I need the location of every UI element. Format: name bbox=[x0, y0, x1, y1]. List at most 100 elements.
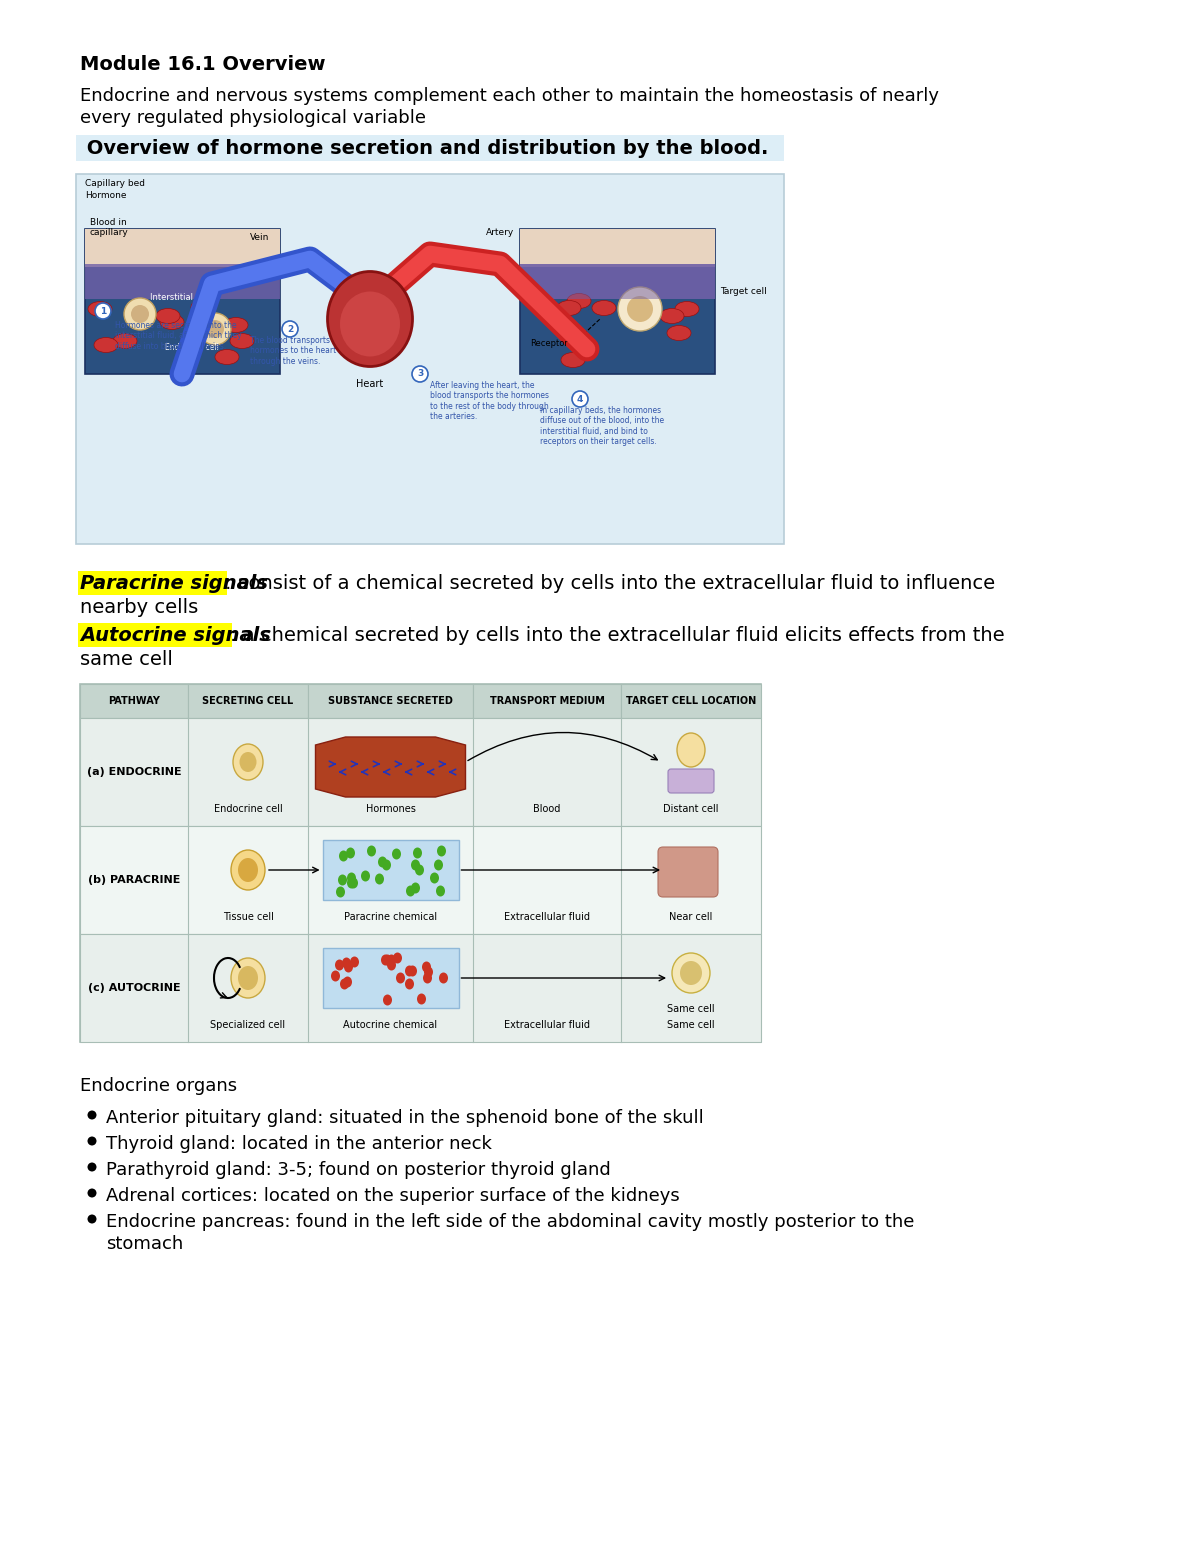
Text: Endocrine and nervous systems complement each other to maintain the homeostasis : Endocrine and nervous systems complement… bbox=[80, 87, 940, 106]
Text: Parathyroid gland: 3-5; found on posterior thyroid gland: Parathyroid gland: 3-5; found on posteri… bbox=[106, 1162, 611, 1179]
Ellipse shape bbox=[95, 303, 112, 318]
FancyBboxPatch shape bbox=[76, 174, 784, 544]
Ellipse shape bbox=[568, 294, 592, 309]
Ellipse shape bbox=[342, 958, 352, 969]
Ellipse shape bbox=[160, 315, 184, 329]
Ellipse shape bbox=[361, 871, 370, 882]
Ellipse shape bbox=[88, 1163, 96, 1171]
Ellipse shape bbox=[396, 972, 406, 983]
Text: Extracellular fluid: Extracellular fluid bbox=[504, 912, 590, 922]
FancyBboxPatch shape bbox=[520, 228, 715, 267]
Text: Target cell: Target cell bbox=[720, 287, 767, 297]
FancyBboxPatch shape bbox=[323, 947, 458, 1008]
Ellipse shape bbox=[437, 845, 446, 857]
Text: Distant cell: Distant cell bbox=[664, 804, 719, 814]
Ellipse shape bbox=[635, 295, 659, 311]
Ellipse shape bbox=[406, 978, 414, 989]
Ellipse shape bbox=[346, 848, 355, 859]
FancyBboxPatch shape bbox=[473, 683, 622, 717]
Ellipse shape bbox=[436, 885, 445, 896]
Text: Same cell: Same cell bbox=[667, 1020, 715, 1030]
Ellipse shape bbox=[394, 952, 402, 963]
Ellipse shape bbox=[350, 957, 359, 968]
Text: Endocrine cell: Endocrine cell bbox=[214, 804, 282, 814]
Text: capillary: capillary bbox=[90, 228, 128, 238]
Text: Anterior pituitary gland: situated in the sphenoid bone of the skull: Anterior pituitary gland: situated in th… bbox=[106, 1109, 703, 1127]
Text: Near cell: Near cell bbox=[670, 912, 713, 922]
Text: Paracrine chemical: Paracrine chemical bbox=[344, 912, 437, 922]
Ellipse shape bbox=[340, 978, 349, 989]
Ellipse shape bbox=[230, 958, 265, 999]
Ellipse shape bbox=[392, 848, 401, 859]
Ellipse shape bbox=[434, 859, 443, 871]
Ellipse shape bbox=[347, 873, 356, 884]
Ellipse shape bbox=[124, 298, 156, 329]
Ellipse shape bbox=[88, 301, 112, 317]
Ellipse shape bbox=[386, 960, 396, 971]
Text: 2: 2 bbox=[287, 325, 293, 334]
Text: Autocrine chemical: Autocrine chemical bbox=[343, 1020, 438, 1030]
FancyBboxPatch shape bbox=[85, 228, 280, 267]
Ellipse shape bbox=[88, 1137, 96, 1146]
Text: Hormones: Hormones bbox=[366, 804, 415, 814]
FancyBboxPatch shape bbox=[80, 683, 761, 1042]
Ellipse shape bbox=[424, 972, 432, 983]
Text: Specialized cell: Specialized cell bbox=[210, 1020, 286, 1030]
Ellipse shape bbox=[557, 300, 581, 315]
Ellipse shape bbox=[410, 882, 420, 893]
FancyBboxPatch shape bbox=[80, 717, 761, 826]
Ellipse shape bbox=[382, 859, 391, 871]
Ellipse shape bbox=[572, 391, 588, 407]
Ellipse shape bbox=[238, 966, 258, 989]
Ellipse shape bbox=[412, 367, 428, 382]
Text: Blood: Blood bbox=[533, 804, 560, 814]
Ellipse shape bbox=[524, 292, 548, 307]
FancyBboxPatch shape bbox=[308, 683, 473, 717]
FancyBboxPatch shape bbox=[78, 623, 232, 648]
Ellipse shape bbox=[430, 873, 439, 884]
FancyBboxPatch shape bbox=[80, 933, 761, 1042]
Ellipse shape bbox=[413, 848, 422, 859]
Ellipse shape bbox=[406, 885, 415, 896]
Text: Autocrine signals: Autocrine signals bbox=[80, 626, 271, 644]
Text: Same cell: Same cell bbox=[667, 1003, 715, 1014]
Ellipse shape bbox=[94, 337, 118, 353]
Ellipse shape bbox=[282, 321, 298, 337]
Ellipse shape bbox=[240, 752, 257, 772]
Ellipse shape bbox=[347, 877, 356, 888]
Ellipse shape bbox=[131, 304, 149, 323]
Text: : a chemical secreted by cells into the extracellular fluid elicits effects from: : a chemical secreted by cells into the … bbox=[230, 626, 1004, 644]
Text: 4: 4 bbox=[577, 394, 583, 404]
Ellipse shape bbox=[677, 733, 706, 767]
FancyBboxPatch shape bbox=[622, 683, 761, 717]
Ellipse shape bbox=[340, 292, 400, 357]
Text: stomach: stomach bbox=[106, 1235, 184, 1253]
Ellipse shape bbox=[672, 954, 710, 992]
Ellipse shape bbox=[230, 334, 254, 348]
Text: (c) AUTOCRINE: (c) AUTOCRINE bbox=[88, 983, 180, 992]
Text: SUBSTANCE SECRETED: SUBSTANCE SECRETED bbox=[328, 696, 452, 707]
Ellipse shape bbox=[191, 300, 215, 315]
FancyBboxPatch shape bbox=[80, 826, 761, 933]
Text: Blood in: Blood in bbox=[90, 217, 127, 227]
Text: Overview of hormone secretion and distribution by the blood.: Overview of hormone secretion and distri… bbox=[80, 140, 768, 158]
Text: Interstitial fluid: Interstitial fluid bbox=[150, 292, 214, 301]
Text: every regulated physiological variable: every regulated physiological variable bbox=[80, 109, 426, 127]
Ellipse shape bbox=[88, 1188, 96, 1197]
Polygon shape bbox=[316, 738, 466, 797]
Ellipse shape bbox=[206, 320, 224, 339]
Ellipse shape bbox=[674, 301, 698, 317]
Ellipse shape bbox=[238, 857, 258, 882]
Text: PATHWAY: PATHWAY bbox=[108, 696, 160, 707]
Ellipse shape bbox=[439, 972, 448, 983]
Ellipse shape bbox=[113, 334, 137, 348]
Ellipse shape bbox=[592, 300, 616, 315]
FancyBboxPatch shape bbox=[520, 264, 715, 300]
Text: TRANSPORT MEDIUM: TRANSPORT MEDIUM bbox=[490, 696, 605, 707]
Text: Adrenal cortices: located on the superior surface of the kidneys: Adrenal cortices: located on the superio… bbox=[106, 1186, 679, 1205]
Ellipse shape bbox=[331, 971, 340, 981]
Text: Tissue cell: Tissue cell bbox=[222, 912, 274, 922]
FancyBboxPatch shape bbox=[520, 228, 715, 374]
Ellipse shape bbox=[378, 857, 386, 868]
Text: Capillary bed: Capillary bed bbox=[85, 179, 145, 188]
